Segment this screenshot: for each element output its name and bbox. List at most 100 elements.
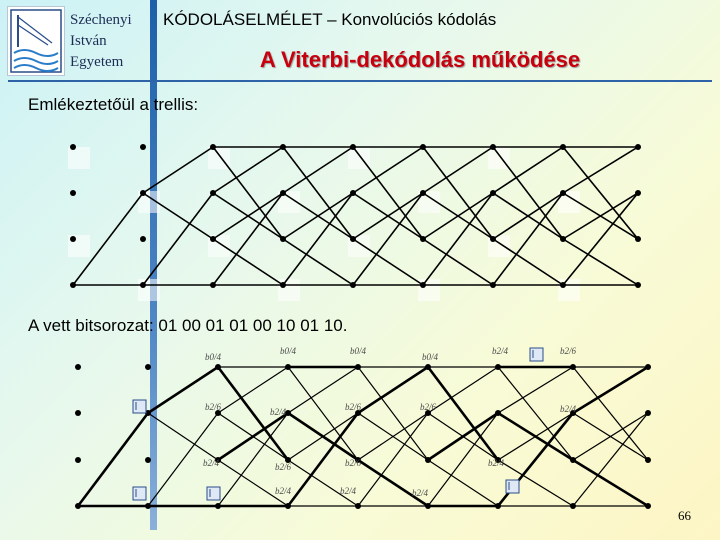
trellis-node <box>495 457 501 463</box>
trellis-node <box>140 282 146 288</box>
trellis-edge <box>212 146 284 194</box>
trellis-edge <box>572 412 649 461</box>
trellis-node <box>210 236 216 242</box>
trellis-node <box>145 457 151 463</box>
trellis-metric-label: b2/6 <box>420 402 437 412</box>
trellis-edge <box>562 192 639 240</box>
trellis-metric-label: b0/4 <box>280 346 297 356</box>
trellis-edge <box>352 192 424 286</box>
trellis-edge <box>357 412 429 507</box>
trellis-edge <box>287 366 359 461</box>
trellis-edge <box>217 366 289 414</box>
trellis-node <box>70 236 76 242</box>
page-number: 66 <box>678 508 691 523</box>
header-divider <box>8 80 712 82</box>
trellis-edge <box>492 192 564 286</box>
trellis-shade <box>138 191 160 213</box>
trellis-node <box>350 236 356 242</box>
trellis-node <box>560 144 566 150</box>
trellis-edge <box>217 412 289 507</box>
trellis-metric-label: b2/4 <box>560 404 577 414</box>
trellis-edge <box>357 412 429 461</box>
trellis-edge <box>352 146 424 194</box>
trellis-metric-label: b2/4 <box>203 458 220 468</box>
course-title: KÓDOLÁSELMÉLET – Konvolúciós kódolás <box>163 10 497 29</box>
trellis-node <box>355 503 361 509</box>
trellis-edge <box>147 412 219 461</box>
trellis-edge <box>147 365 219 415</box>
trellis-metric-label: b2/6 <box>275 462 292 472</box>
university-name-line2: István <box>70 33 107 49</box>
trellis-node <box>355 457 361 463</box>
trellis-node <box>645 503 651 509</box>
received-bits-text: A vett bitsorozat: 01 00 01 01 00 10 01 … <box>28 316 348 335</box>
trellis-node <box>75 457 81 463</box>
small-logo-icon <box>132 486 147 501</box>
trellis-edge <box>212 192 284 240</box>
trellis-edge <box>492 146 564 240</box>
trellis-edge <box>492 238 564 286</box>
trellis-edge <box>422 146 494 194</box>
trellis-node <box>570 457 576 463</box>
small-logo-icon <box>206 486 221 501</box>
trellis-node <box>420 282 426 288</box>
trellis-edge <box>562 192 639 286</box>
trellis-node <box>645 457 651 463</box>
trellis-shade <box>348 147 370 169</box>
trellis-edge <box>422 192 494 240</box>
trellis-edge <box>352 238 424 286</box>
trellis-edge <box>572 365 649 415</box>
trellis-edge <box>422 146 494 240</box>
trellis-edge <box>357 366 429 461</box>
trellis-edge <box>287 459 359 507</box>
trellis-edge <box>212 146 284 240</box>
trellis-node <box>215 457 221 463</box>
trellis-edge <box>497 366 574 414</box>
trellis-shade <box>138 279 160 301</box>
trellis-node <box>560 190 566 196</box>
trellis-node <box>280 236 286 242</box>
trellis-node <box>495 503 501 509</box>
trellis-node <box>350 282 356 288</box>
trellis-edge <box>216 366 290 461</box>
trellis-node <box>140 236 146 242</box>
trellis-edge <box>572 366 649 461</box>
trellis-edge <box>352 146 424 240</box>
trellis-node <box>635 144 641 150</box>
trellis-edge <box>282 146 354 194</box>
trellis-metric-label: b2/4 <box>275 486 292 496</box>
trellis-node <box>70 144 76 150</box>
trellis-node <box>635 236 641 242</box>
trellis-node <box>145 503 151 509</box>
trellis-node <box>145 364 151 370</box>
trellis-node <box>210 144 216 150</box>
trellis-shade <box>558 191 580 213</box>
trellis-node <box>645 410 651 416</box>
trellis-metric-label: b2/6 <box>345 458 362 468</box>
trellis-node <box>210 282 216 288</box>
trellis-node <box>420 190 426 196</box>
trellis-metric-label: b2/6 <box>560 346 577 356</box>
trellis-node <box>635 190 641 196</box>
trellis-edge <box>357 458 429 508</box>
trellis-edge <box>282 192 354 240</box>
trellis-edge <box>142 192 214 286</box>
trellis-metric-label: b2/4 <box>492 346 509 356</box>
trellis-shade <box>558 279 580 301</box>
trellis-edge <box>287 412 359 461</box>
trellis-metric-label: b2/6 <box>345 402 362 412</box>
trellis-node <box>350 190 356 196</box>
trellis-edge <box>427 412 499 507</box>
university-logo <box>7 6 65 76</box>
trellis-node <box>635 282 641 288</box>
trellis-edge <box>282 192 354 286</box>
trellis-edge <box>427 411 499 462</box>
logo-emblem-icon <box>10 9 62 73</box>
trellis-metric-label: b0/4 <box>422 352 439 362</box>
trellis-edge <box>217 411 289 462</box>
trellis-node <box>140 190 146 196</box>
trellis-node <box>570 410 576 416</box>
university-name-line1: Széchenyi <box>70 12 132 28</box>
trellis-edge <box>72 192 144 286</box>
